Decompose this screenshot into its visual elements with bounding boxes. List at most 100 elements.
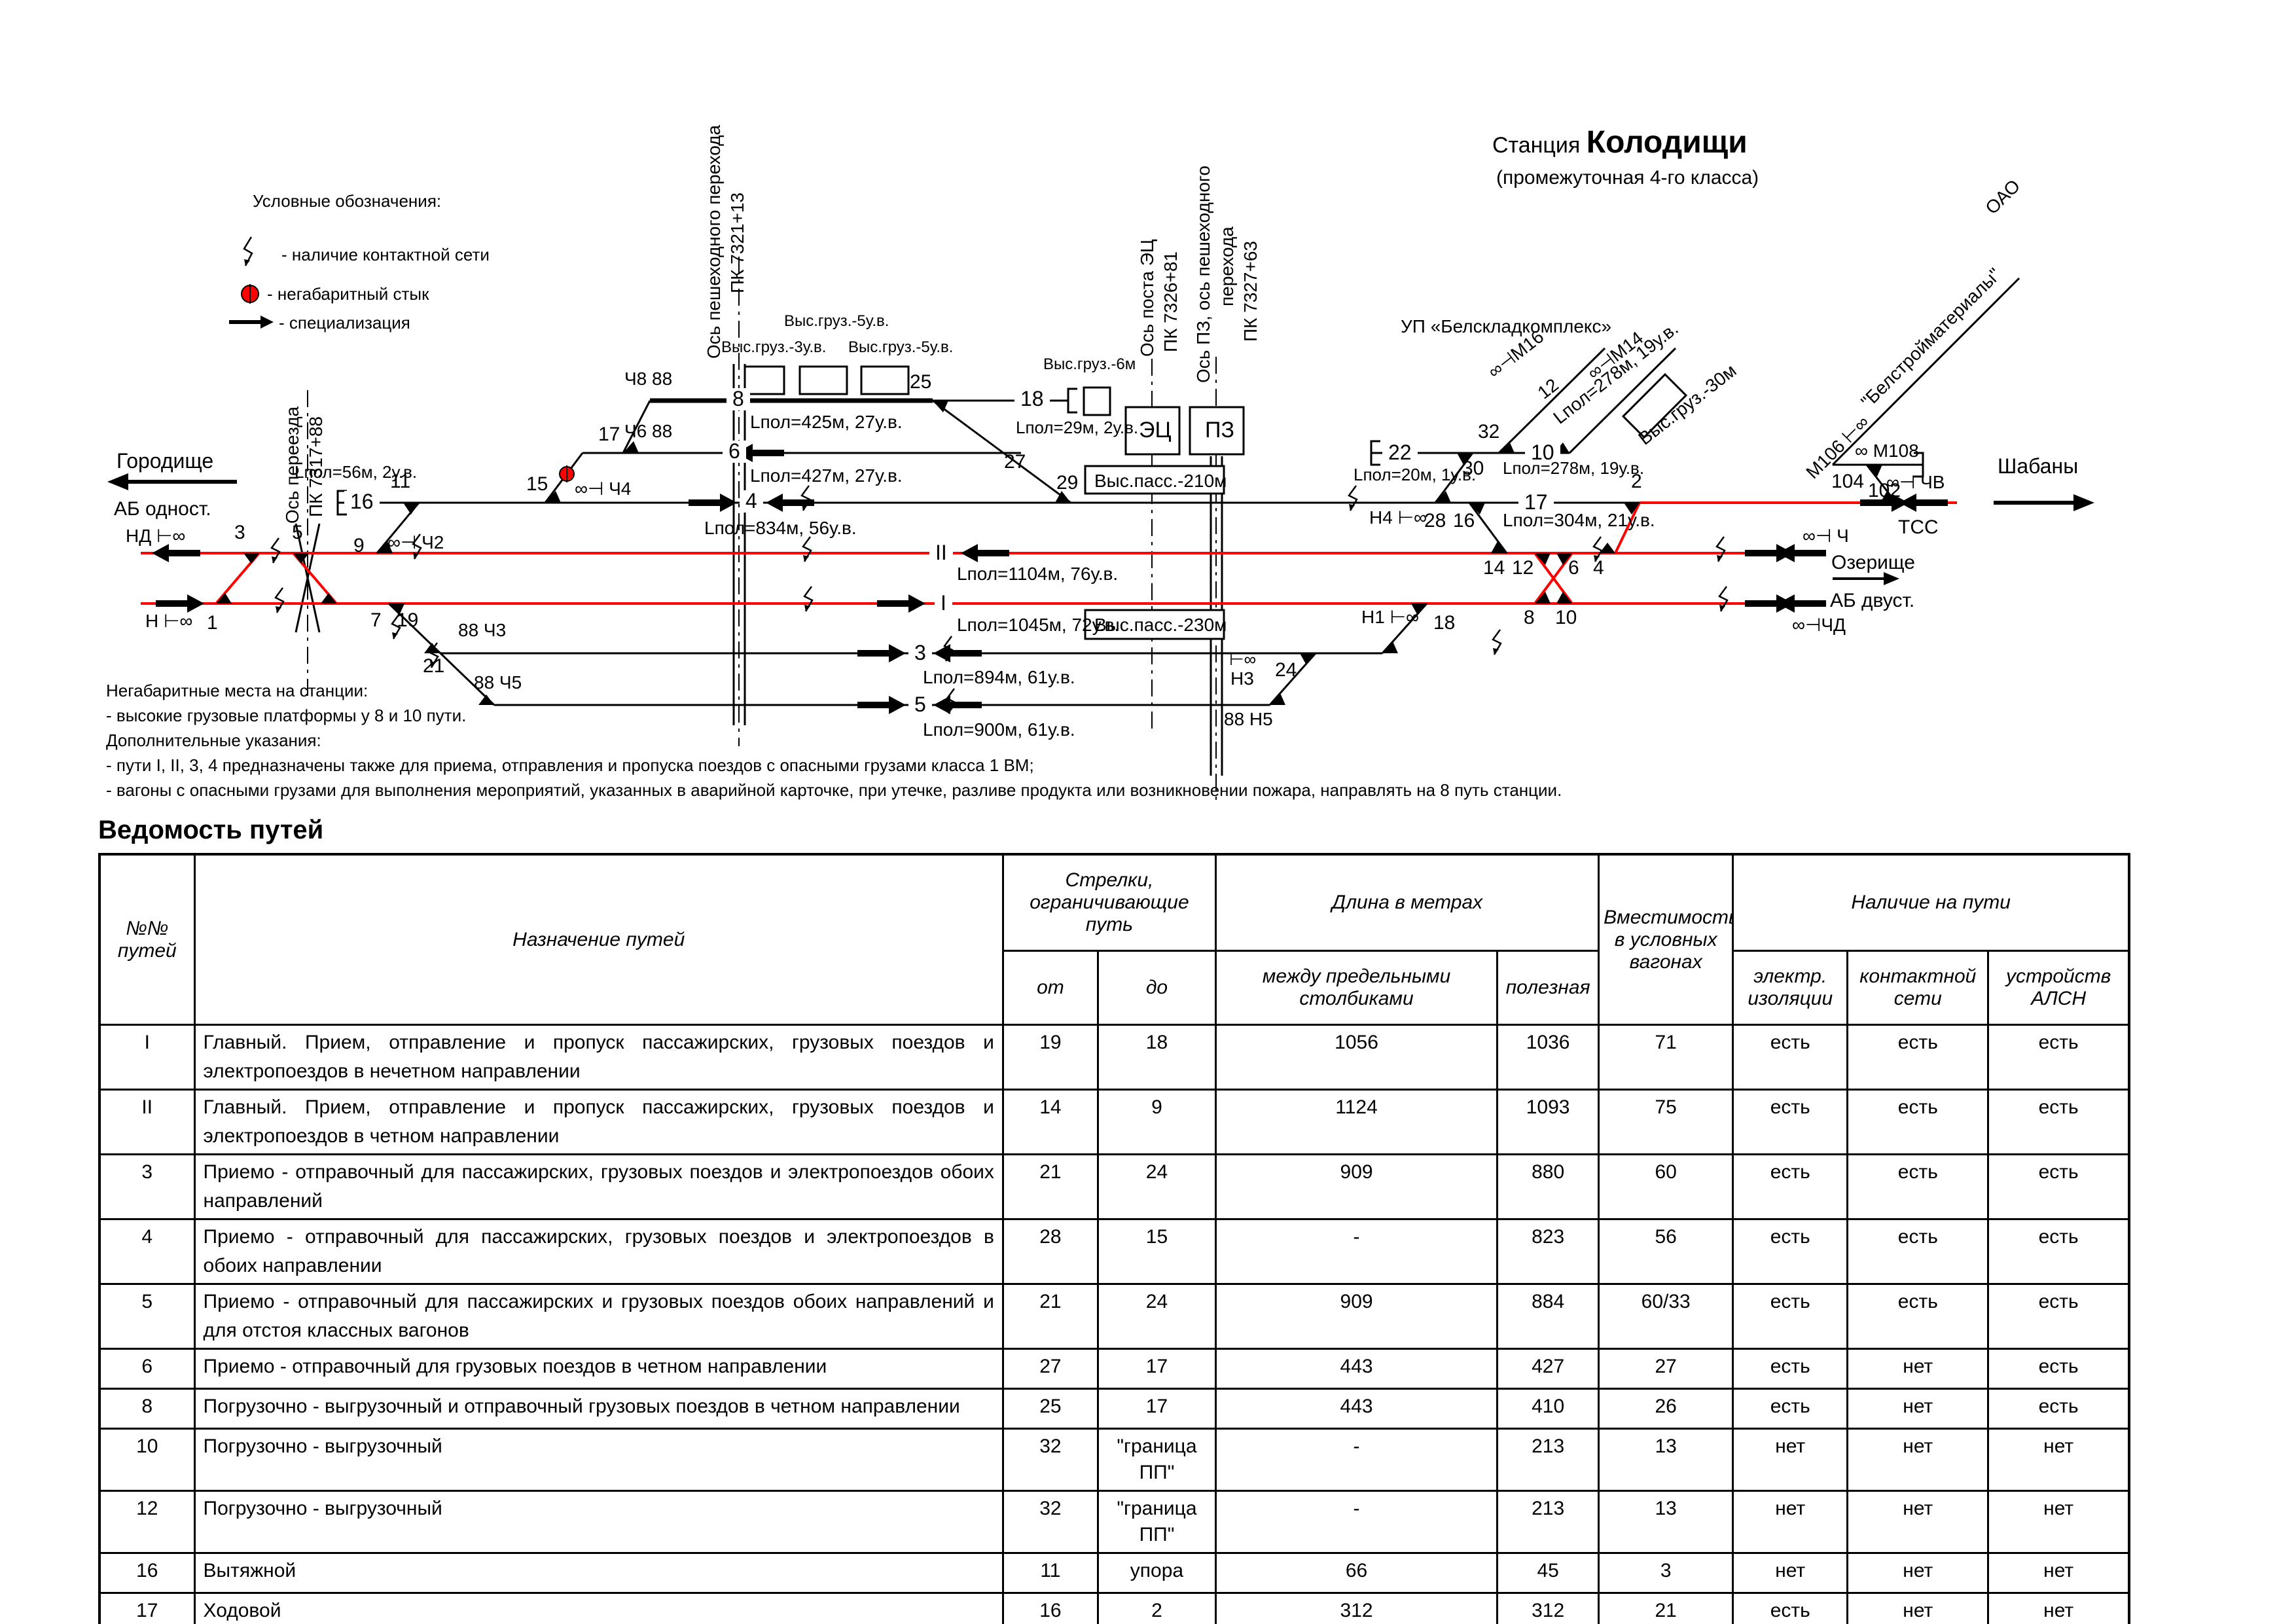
alsn-devices: нет [1987, 1592, 2130, 1624]
track-16-number: 16 [344, 490, 380, 513]
axis-pz-label: Ось ПЗ, ось пешеходного [1193, 165, 1213, 383]
header-alsn: устройств АЛСН [1987, 950, 2130, 1026]
length-useful: 823 [1496, 1218, 1600, 1285]
signal-n: Н ⊢∞ [145, 611, 193, 631]
oversize-joint-icon [559, 465, 575, 482]
header-track-number: №№ путей [98, 853, 196, 1026]
switch-102: 102 [1868, 480, 1901, 501]
track-17-length: Lпол=304м, 21у.в. [1503, 510, 1655, 530]
freight-platform-label: Выс.груз.-3у.в. [721, 338, 827, 356]
axis-ec-post-pk: ПК 7326+81 [1160, 251, 1181, 352]
note-line: - высокие грузовые платформы у 8 и 10 пу… [106, 706, 467, 725]
switch-5: 5 [292, 522, 303, 543]
ab-odnost-label: АБ одност. [114, 498, 211, 520]
contact-network: нет [1846, 1348, 1990, 1390]
track-number: I [98, 1024, 196, 1091]
switch-to: 18 [1096, 1024, 1217, 1091]
track-22-length: Lпол=20м, 1у.в. [1354, 465, 1477, 484]
electric-isolation: есть [1732, 1089, 1849, 1155]
signal-n4: Н4 ⊢∞ [1369, 507, 1427, 528]
table-row: 12 Погрузочно - выгрузочный 32 "граница ПП"… [98, 1490, 2130, 1554]
switch-28: 28 [1424, 510, 1446, 532]
length-useful: 880 [1496, 1153, 1600, 1220]
axis-ec-post-label: Ось поста ЭЦ [1137, 239, 1157, 357]
signal-ch5: 88 Ч5 [474, 672, 522, 693]
track-number: 16 [98, 1552, 196, 1594]
header-useful: полезная [1496, 950, 1600, 1026]
signal-ch4: ∞⊣ Ч4 [575, 478, 632, 499]
track-I-number: I [935, 592, 952, 615]
electric-isolation: есть [1732, 1024, 1849, 1091]
capacity-wagons: 71 [1598, 1024, 1734, 1091]
switch-4: 4 [1593, 557, 1604, 579]
legend-icons [229, 236, 274, 329]
header-presence: Наличие на пути [1732, 853, 2130, 952]
switch-to: 24 [1096, 1153, 1217, 1220]
switch-104: 104 [1831, 471, 1865, 492]
direction-shabany: Шабаны [1998, 454, 2079, 478]
track-number: 10 [98, 1428, 196, 1492]
track-purpose: Приемо - отправочный для пассажирских и … [193, 1283, 1004, 1350]
track-6-length: Lпол=427м, 27у.в. [750, 465, 903, 486]
capacity-wagons: 21 [1598, 1592, 1734, 1624]
switch-from: 21 [1001, 1153, 1099, 1220]
length-between-posts: 909 [1214, 1283, 1499, 1350]
switch-10: 10 [1555, 607, 1577, 628]
track-number: 3 [98, 1153, 196, 1220]
switch-from: 32 [1001, 1428, 1099, 1492]
switch-to: 17 [1096, 1348, 1217, 1390]
length-useful: 213 [1496, 1490, 1600, 1554]
switch-7: 7 [370, 609, 382, 631]
legend-title: Условные обозначения: [253, 191, 442, 211]
switch-to: 15 [1096, 1218, 1217, 1285]
track-purpose: Погрузочно - выгрузочный [193, 1428, 1004, 1492]
track-purpose: Приемо - отправочный для грузовых поездо… [193, 1348, 1004, 1390]
track-I-length: Lпол=1045м, 72у.в. [957, 615, 1120, 635]
length-between-posts: - [1214, 1490, 1499, 1554]
alsn-devices: нет [1987, 1552, 2130, 1594]
switch-2: 2 [1631, 471, 1642, 492]
page-title: Станция Колодищи [1492, 124, 1759, 160]
table-row: 17 Ходовой 16 2 312 312 21 есть нет нет [98, 1592, 2130, 1624]
ec-post-box [1124, 406, 1181, 456]
track-number: 5 [98, 1283, 196, 1350]
switch-19: 19 [397, 609, 419, 631]
track-8-number: 8 [726, 388, 750, 410]
legend-item-catenary: - наличие контактной сети [281, 245, 490, 264]
table-title: Ведомость путей [98, 816, 324, 844]
length-between-posts: - [1214, 1428, 1499, 1492]
switch-from: 32 [1001, 1490, 1099, 1554]
passenger-platform-210-box [1084, 465, 1225, 495]
table-row: 8 Погрузочно - выгрузочный и отправочный … [98, 1388, 2130, 1430]
level-crossing-icon [295, 523, 321, 633]
signal-n1: Н1 ⊢∞ [1361, 607, 1419, 627]
track-II-number: II [929, 541, 953, 564]
contact-network: есть [1846, 1283, 1990, 1350]
switch-1: 1 [207, 612, 218, 634]
gorodishche-arrow-icon [107, 473, 128, 490]
shabany-arrow-icon [2073, 494, 2094, 511]
station-word: Станция [1492, 133, 1581, 158]
track-18-number: 18 [1014, 388, 1050, 410]
switch-from: 14 [1001, 1089, 1099, 1155]
station-subtitle: (промежуточная 4-го класса) [1496, 167, 1759, 189]
capacity-wagons: 60/33 [1598, 1283, 1734, 1350]
header-switches: Стрелки, ограничивающие путь [1001, 853, 1217, 952]
legend-item-oversize-joint: - негабаритный стык [267, 284, 429, 304]
table-row: 5 Приемо - отправочный для пассажирских и… [98, 1283, 2130, 1350]
electric-isolation: нет [1732, 1490, 1849, 1554]
switch-to: 24 [1096, 1283, 1217, 1350]
electric-isolation: есть [1732, 1592, 1849, 1624]
station-title-block: Станция Колодищи (промежуточная 4-го кла… [1492, 124, 1759, 189]
switch-to: "граница ПП" [1096, 1490, 1217, 1554]
signal-ch: ∞⊣ Ч [1803, 526, 1849, 546]
length-between-posts: - [1214, 1218, 1499, 1285]
alsn-devices: нет [1987, 1428, 2130, 1492]
track-10-length: Lпол=278м, 19у.в. [1503, 458, 1645, 478]
station-name: Колодищи [1586, 125, 1748, 160]
signal-ch8: Ч8 88 [624, 369, 673, 389]
track-number: 4 [98, 1218, 196, 1285]
signal-n3: Н3 [1230, 668, 1254, 689]
track-4-length: Lпол=834м, 56у.в. [704, 518, 857, 538]
length-between-posts: 443 [1214, 1348, 1499, 1390]
